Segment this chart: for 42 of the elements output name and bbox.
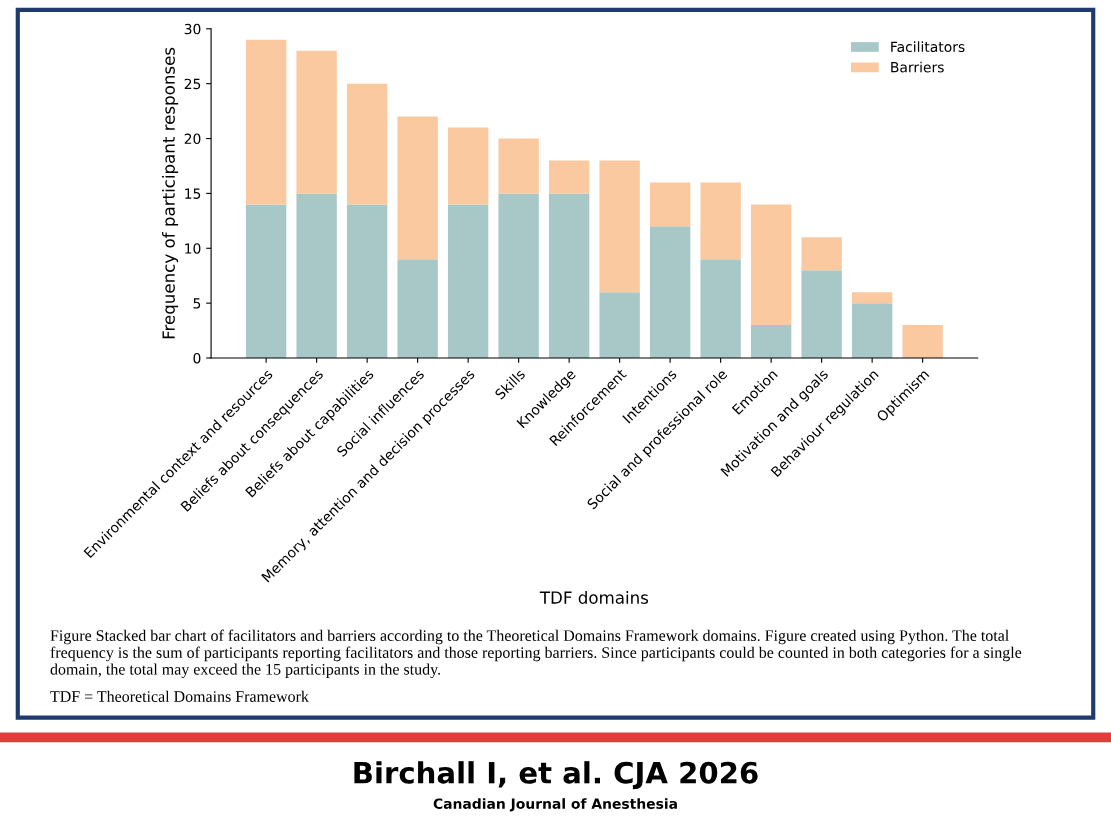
bar (902, 325, 943, 359)
bar (548, 160, 590, 194)
bar (851, 292, 893, 304)
bar (649, 182, 691, 227)
text: Birchall I, et al. CJA 2026 (354, 761, 758, 790)
y-tick-label: 30 (184, 23, 201, 35)
y-tick-label: 20 (184, 133, 201, 145)
y-tick-label: 10 (185, 243, 201, 254)
text: Canadian Journal of Anesthesia (433, 798, 677, 812)
x-axis-title: TDF domains (539, 590, 649, 604)
bar (649, 226, 691, 359)
y-tick-label: 5 (193, 298, 201, 309)
bar (801, 237, 842, 271)
bar (700, 259, 741, 359)
bar (700, 182, 741, 260)
text: Figure Stacked bar chart of facilitators and barriers according to the Theoretical Domains Framework domains. Figure created using Python. The total frequency is the sum of participants reporting facilitators and those reporting barriers. Since participants could be counted in both categories for a single domain, the total may exceed the 15 participants in the study. (50, 629, 1022, 678)
bar (296, 193, 337, 359)
bar (447, 127, 489, 205)
bar (346, 83, 388, 205)
bar (548, 193, 590, 359)
legend-label: Facilitators (891, 41, 965, 53)
bar (750, 204, 792, 326)
bar (750, 325, 792, 359)
y-tick-label: 25 (184, 78, 201, 90)
bar (599, 160, 640, 293)
bar (851, 303, 893, 359)
y-tick-label: 0 (193, 352, 201, 364)
bar (498, 138, 539, 194)
bar (397, 259, 438, 359)
bar (346, 204, 388, 359)
bar (498, 193, 539, 359)
text: TDF = Theoretical Domains Framework (50, 690, 309, 702)
bar (296, 50, 337, 194)
y-tick-label: 15 (185, 188, 201, 199)
legend-label: Barriers (891, 61, 944, 73)
bar (599, 292, 640, 359)
bar (397, 116, 438, 260)
bar (245, 39, 287, 205)
y-axis-title: Frequency of participant responses (162, 47, 179, 339)
bar (245, 204, 287, 359)
bar (801, 270, 842, 359)
bar (447, 204, 489, 359)
